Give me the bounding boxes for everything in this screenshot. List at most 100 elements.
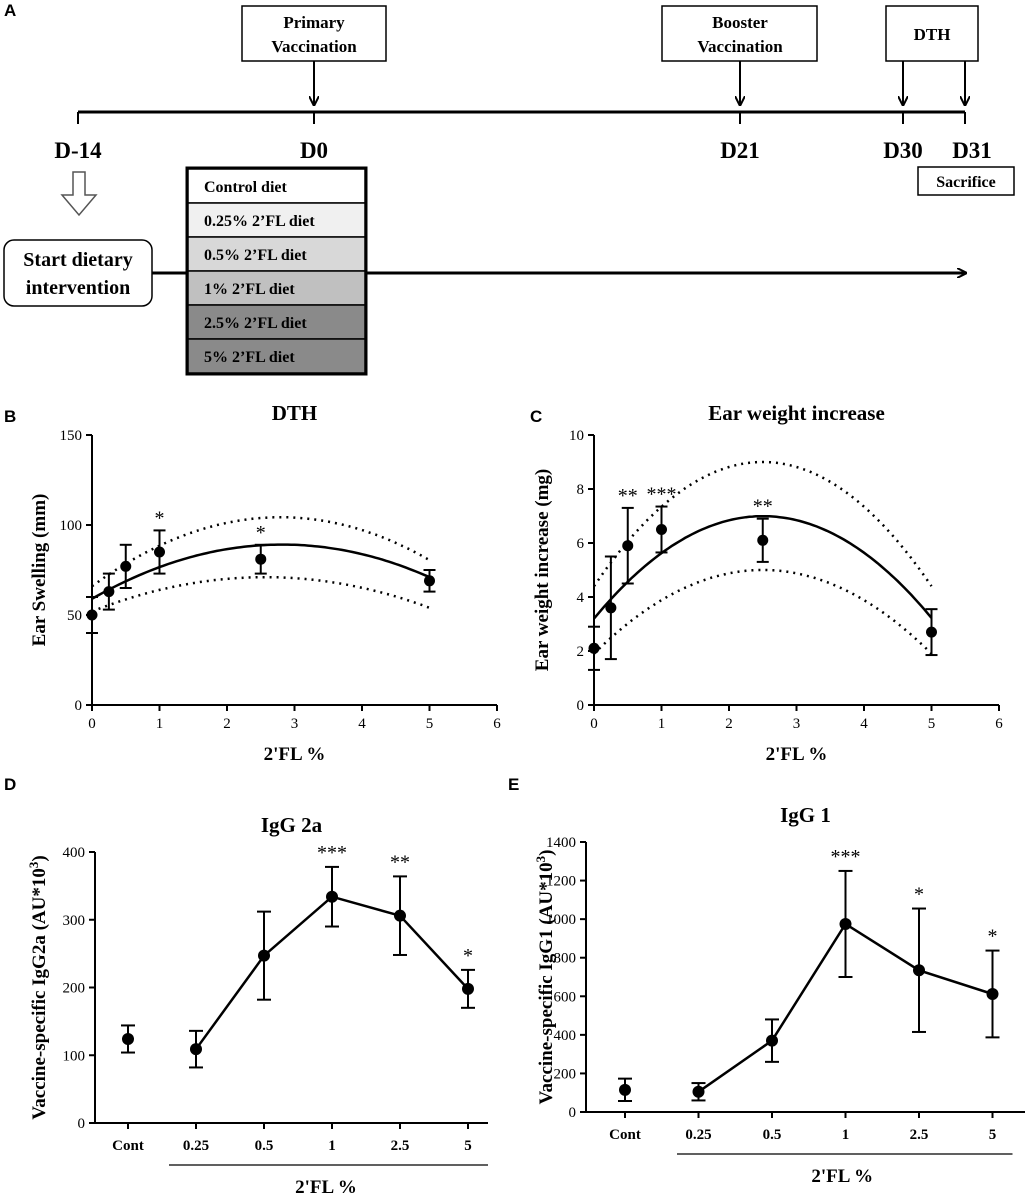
y-axis-label: Ear Swelling (mm) [29, 494, 50, 647]
diet-label: 1% 2’FL diet [204, 281, 295, 298]
y-tick-label: 2 [577, 644, 585, 660]
data-point [258, 949, 270, 962]
data-point [154, 546, 165, 558]
data-point [255, 553, 267, 565]
dth-box [885, 5, 979, 62]
sacrifice-label: Sacrifice [936, 174, 996, 191]
primary-vaccination-box [241, 5, 387, 62]
significance-mark: * [988, 926, 998, 948]
x-tick-label: 3 [793, 716, 801, 732]
x-tick-label: 1 [658, 716, 666, 732]
data-point [120, 560, 132, 572]
x-tick-label: 2 [223, 716, 231, 732]
data-point [462, 982, 474, 995]
panel-b: B 0 50 100 150 0 1 2 3 4 5 6 DTH 2'FL % Ear Swelling … [4, 401, 501, 765]
data-point [122, 1032, 134, 1045]
x-tick-label: 2.5 [391, 1138, 410, 1154]
panel-label-d: D [4, 775, 16, 794]
x-tick-label: 5 [426, 716, 434, 732]
diet-label: 2.5% 2’FL diet [204, 315, 307, 332]
significance-mark: *** [831, 846, 861, 868]
data-point [656, 524, 667, 535]
panel-label-c: C [530, 407, 542, 426]
chart-title: IgG 1 [780, 803, 831, 827]
significance-mark: ** [390, 851, 410, 873]
x-tick-label: 2 [725, 716, 733, 732]
x-tick-label: 0.25 [685, 1127, 711, 1143]
y-axis-label: Ear weight increase (mg) [532, 469, 553, 671]
data-point [103, 586, 115, 598]
data-point [86, 609, 98, 621]
y-tick-label: 6 [577, 536, 585, 552]
data-point [190, 1043, 202, 1056]
y-tick-label: 600 [554, 989, 577, 1005]
x-tick-label: Cont [609, 1127, 641, 1143]
x-tick-label: 1 [842, 1127, 850, 1143]
day-label: D30 [883, 138, 923, 163]
confidence-band-upper [592, 460, 933, 587]
panel-c: C 0 2 4 6 8 10 0 1 2 3 4 5 6 Ear weight increase 2'FL … [530, 401, 1003, 765]
primary-label-line2: Vaccination [271, 37, 357, 56]
diet-label: 5% 2’FL diet [204, 349, 295, 366]
data-point [619, 1083, 631, 1096]
x-axis-label: 2'FL % [295, 1177, 357, 1193]
data-point [326, 890, 338, 903]
x-tick-label: 0 [88, 716, 96, 732]
dth-label: DTH [914, 25, 951, 44]
day-label: D0 [300, 138, 328, 163]
y-tick-label: 0 [75, 698, 83, 714]
diet-stack-border [185, 166, 368, 376]
confidence-band-lower [91, 575, 430, 613]
y-tick-label: 4 [577, 590, 585, 606]
y-tick-label: 200 [554, 1066, 577, 1082]
panel-e: E 0 200 400 600 800 1000 1200 1400 Cont 0.25 0.5 1 2… [508, 775, 1025, 1187]
panel-label-a: A [4, 1, 16, 20]
significance-mark: * [155, 507, 165, 529]
y-tick-label: 0 [78, 1116, 86, 1132]
y-tick-label: 1400 [546, 835, 576, 851]
data-point [692, 1085, 705, 1098]
y-tick-label: 400 [63, 845, 86, 861]
significance-mark: * [256, 522, 266, 544]
x-tick-label: 0 [590, 716, 598, 732]
data-point [424, 575, 435, 587]
diet-label: 0.5% 2’FL diet [204, 247, 307, 264]
sacrifice-box [917, 166, 1015, 196]
chart-title: DTH [272, 401, 318, 425]
panel-d: D 0 100 200 300 400 Cont 0.25 0.5 1 2.5 5 IgG 2a 2'F… [4, 775, 488, 1193]
chart-title: Ear weight increase [708, 401, 885, 425]
day-label: D-14 [54, 138, 102, 163]
data-point [766, 1034, 778, 1047]
x-tick-label: 1 [156, 716, 164, 732]
x-tick-label: 0.5 [255, 1138, 274, 1154]
x-tick-label: 3 [291, 716, 299, 732]
x-tick-label: 5 [464, 1138, 472, 1154]
x-tick-label: 4 [358, 716, 366, 732]
y-tick-label: 1200 [546, 874, 576, 890]
x-axis-label: 2'FL % [811, 1166, 873, 1187]
data-point [588, 642, 600, 654]
y-tick-label: 400 [554, 1028, 577, 1044]
day-label: D31 [952, 138, 992, 163]
y-tick-label: 50 [67, 608, 82, 624]
data-point [605, 602, 617, 614]
panel-label-e: E [508, 775, 519, 794]
x-tick-label: 4 [860, 716, 868, 732]
fit-curve [593, 514, 933, 620]
y-tick-label: 150 [60, 428, 83, 444]
diet-stack: Control diet 0.25% 2’FL diet 0.5% 2’FL die… [185, 166, 368, 376]
chart-title: IgG 2a [261, 813, 323, 837]
diet-label: 0.25% 2’FL diet [204, 213, 315, 230]
data-point [757, 534, 769, 546]
data-point [394, 909, 406, 922]
y-tick-label: 8 [577, 482, 585, 498]
significance-mark: *** [647, 484, 677, 506]
y-tick-label: 200 [63, 981, 86, 997]
x-tick-label: 0.25 [183, 1138, 209, 1154]
booster-vaccination-box [661, 5, 818, 62]
x-tick-label: 2.5 [910, 1127, 929, 1143]
primary-label-line1: Primary [283, 13, 345, 32]
start-label-line1: Start dietary [23, 249, 132, 271]
booster-label-line1: Booster [712, 13, 768, 32]
